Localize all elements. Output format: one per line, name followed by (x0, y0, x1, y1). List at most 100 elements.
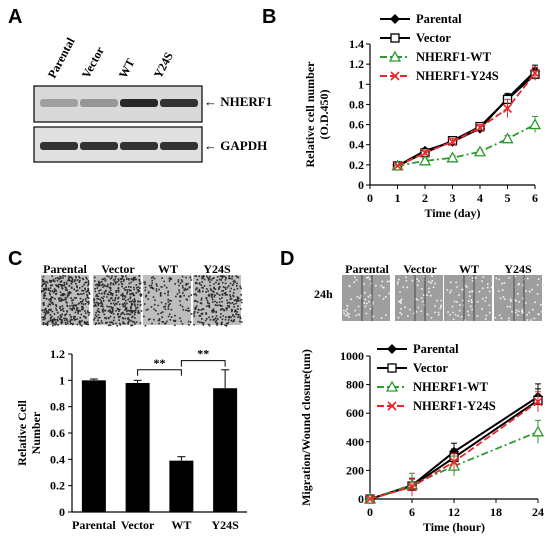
d-image-label-parental: Parental (345, 262, 389, 276)
band-nherf1-3 (120, 99, 158, 107)
y-tick-label: 0.4 (349, 138, 364, 152)
transwell-image-1-specks (41, 275, 91, 327)
d-image-label-vector: Vector (403, 262, 437, 276)
significance-label-2: ** (197, 347, 209, 361)
panel-letter-b: B (262, 6, 277, 28)
x-tick-label: 24 (532, 505, 544, 519)
wound-image-3-bg (444, 275, 492, 321)
marker-nherf1-wt (473, 145, 487, 157)
blot-bands (40, 99, 198, 150)
y-tick-label: 0.2 (50, 479, 65, 493)
chart-b-growth: 0 0.2 0.4 0.6 0.8 1 1.2 1.4 0 1 2 3 4 5 6 Time (day) Rel… (303, 12, 542, 220)
y-axis-label: Relative cell number(O.D.450) (303, 61, 331, 168)
marker-nherf1-y24s (420, 148, 430, 158)
marker-nherf1-y24s (502, 103, 513, 114)
c-image-label-wt: WT (157, 262, 178, 276)
wound-image-4-bg (494, 275, 542, 321)
gapdh-label-row: ← GAPDH (204, 138, 267, 154)
x-tick-label-parental: Parental (72, 518, 116, 532)
transwell-image-2-specks (93, 275, 143, 327)
legend-label-nherf1-wt: NHERF1-WT (416, 50, 492, 64)
marker-nherf1-y24s (530, 68, 540, 78)
band-gapdh-1 (40, 142, 78, 150)
marker-nherf1-wt (528, 118, 542, 130)
transwell-svg (41, 275, 243, 327)
legend-marker-nherf1-wt (385, 380, 399, 392)
marker-nherf1-wt (531, 425, 545, 437)
y-tick-label: 0 (59, 505, 65, 519)
x-tick-label: 1 (395, 191, 401, 205)
panel-letter-d: D (280, 248, 295, 270)
x-tick-label: 4 (477, 191, 483, 205)
x-tick-label: 5 (505, 191, 511, 205)
band-gapdh-2 (80, 142, 118, 150)
y-tick-label: 0.6 (50, 426, 65, 440)
y-tick-label: 1.2 (50, 347, 65, 361)
x-tick-label: 0 (367, 191, 373, 205)
bar-y24s (213, 388, 238, 512)
chart-d-migration: 0 200 400 600 800 1000 0 6 12 18 24 Time (hour) Migr… (299, 342, 545, 534)
transwell-image-3-bg (143, 275, 191, 325)
nherf1-arrow: ← (204, 94, 217, 109)
marker-nherf1-y24s (392, 161, 403, 171)
y-tick-label: 600 (346, 406, 364, 420)
y-axis-label: Migration/Wound closure(um) (299, 349, 313, 506)
panel-letter-c: C (8, 248, 23, 270)
band-nherf1-2 (80, 99, 118, 107)
y-tick-label: 0.8 (50, 400, 65, 414)
x-tick-label: 6 (409, 505, 415, 519)
c-image-label-parental: Parental (43, 262, 87, 276)
wound-image-1-specks (342, 276, 391, 323)
y-tick-label: 400 (346, 435, 364, 449)
legend-label-parental: Parental (413, 342, 459, 356)
band-nherf1-4 (160, 99, 198, 107)
gapdh-arrow: ← (204, 138, 217, 153)
d-row-label-24h: 24h (314, 287, 333, 301)
legend-label-nherf1-y24s: NHERF1-Y24S (416, 69, 499, 83)
band-gapdh-4 (160, 142, 198, 150)
y-tick-label: 0 (358, 492, 364, 506)
x-tick-label: 2 (422, 191, 428, 205)
y-tick-label: 1.4 (349, 37, 364, 51)
y-tick-label: 0 (358, 178, 364, 192)
x-axis-label: Time (day) (424, 206, 480, 220)
series-line-nherf1-y24s (397, 72, 536, 167)
significance-bracket-1 (137, 369, 182, 376)
bar-wt (169, 460, 194, 512)
legend-label-nherf1-y24s: NHERF1-Y24S (413, 399, 496, 413)
legend-label-vector: Vector (416, 31, 451, 45)
legend-label-vector: Vector (413, 361, 448, 375)
significance-label-1: ** (154, 356, 166, 370)
legend-marker-parental (390, 14, 400, 24)
legend-marker-vector (387, 363, 397, 373)
bar-vector (125, 382, 150, 512)
x-tick-label: 6 (532, 191, 538, 205)
series-line-nherf1-y24s (369, 401, 539, 500)
legend-marker-nherf1-wt (388, 50, 402, 62)
y-tick-label: 1 (59, 373, 65, 387)
marker-nherf1-y24s (365, 494, 375, 504)
x-tick-label: 12 (448, 505, 460, 519)
nherf1-label: NHERF1 (220, 94, 273, 109)
y-tick-label: 1000 (340, 349, 364, 363)
y-tick-label: 0.6 (349, 118, 364, 132)
legend-marker-vector (390, 33, 400, 43)
wound-image-2-bg (395, 275, 443, 321)
c-image-label-y24s: Y24S (203, 262, 231, 276)
bar-parental (81, 380, 106, 512)
legend-marker-parental (387, 344, 397, 354)
y-tick-label: 200 (346, 463, 364, 477)
marker-nherf1-y24s (533, 397, 543, 407)
y-tick-label: 0.8 (349, 97, 364, 111)
x-tick-label-y24s: Y24S (211, 518, 239, 532)
y-axis-label: Relative CellNumber (15, 400, 43, 466)
d-image-label-y24s: Y24S (504, 262, 532, 276)
legend-marker-nherf1-y24s (387, 401, 397, 411)
legend-marker-nherf1-y24s (390, 71, 400, 81)
chart-c-bars: 0 0.2 0.4 0.6 0.8 1 1.2 Relative CellNumber Pare… (15, 347, 247, 532)
significance-bracket-2 (180, 360, 226, 367)
x-tick-label-vector: Vector (121, 518, 155, 532)
marker-nherf1-wt (501, 132, 514, 144)
marker-nherf1-y24s (475, 123, 485, 133)
y-tick-label: 0.4 (50, 452, 65, 466)
